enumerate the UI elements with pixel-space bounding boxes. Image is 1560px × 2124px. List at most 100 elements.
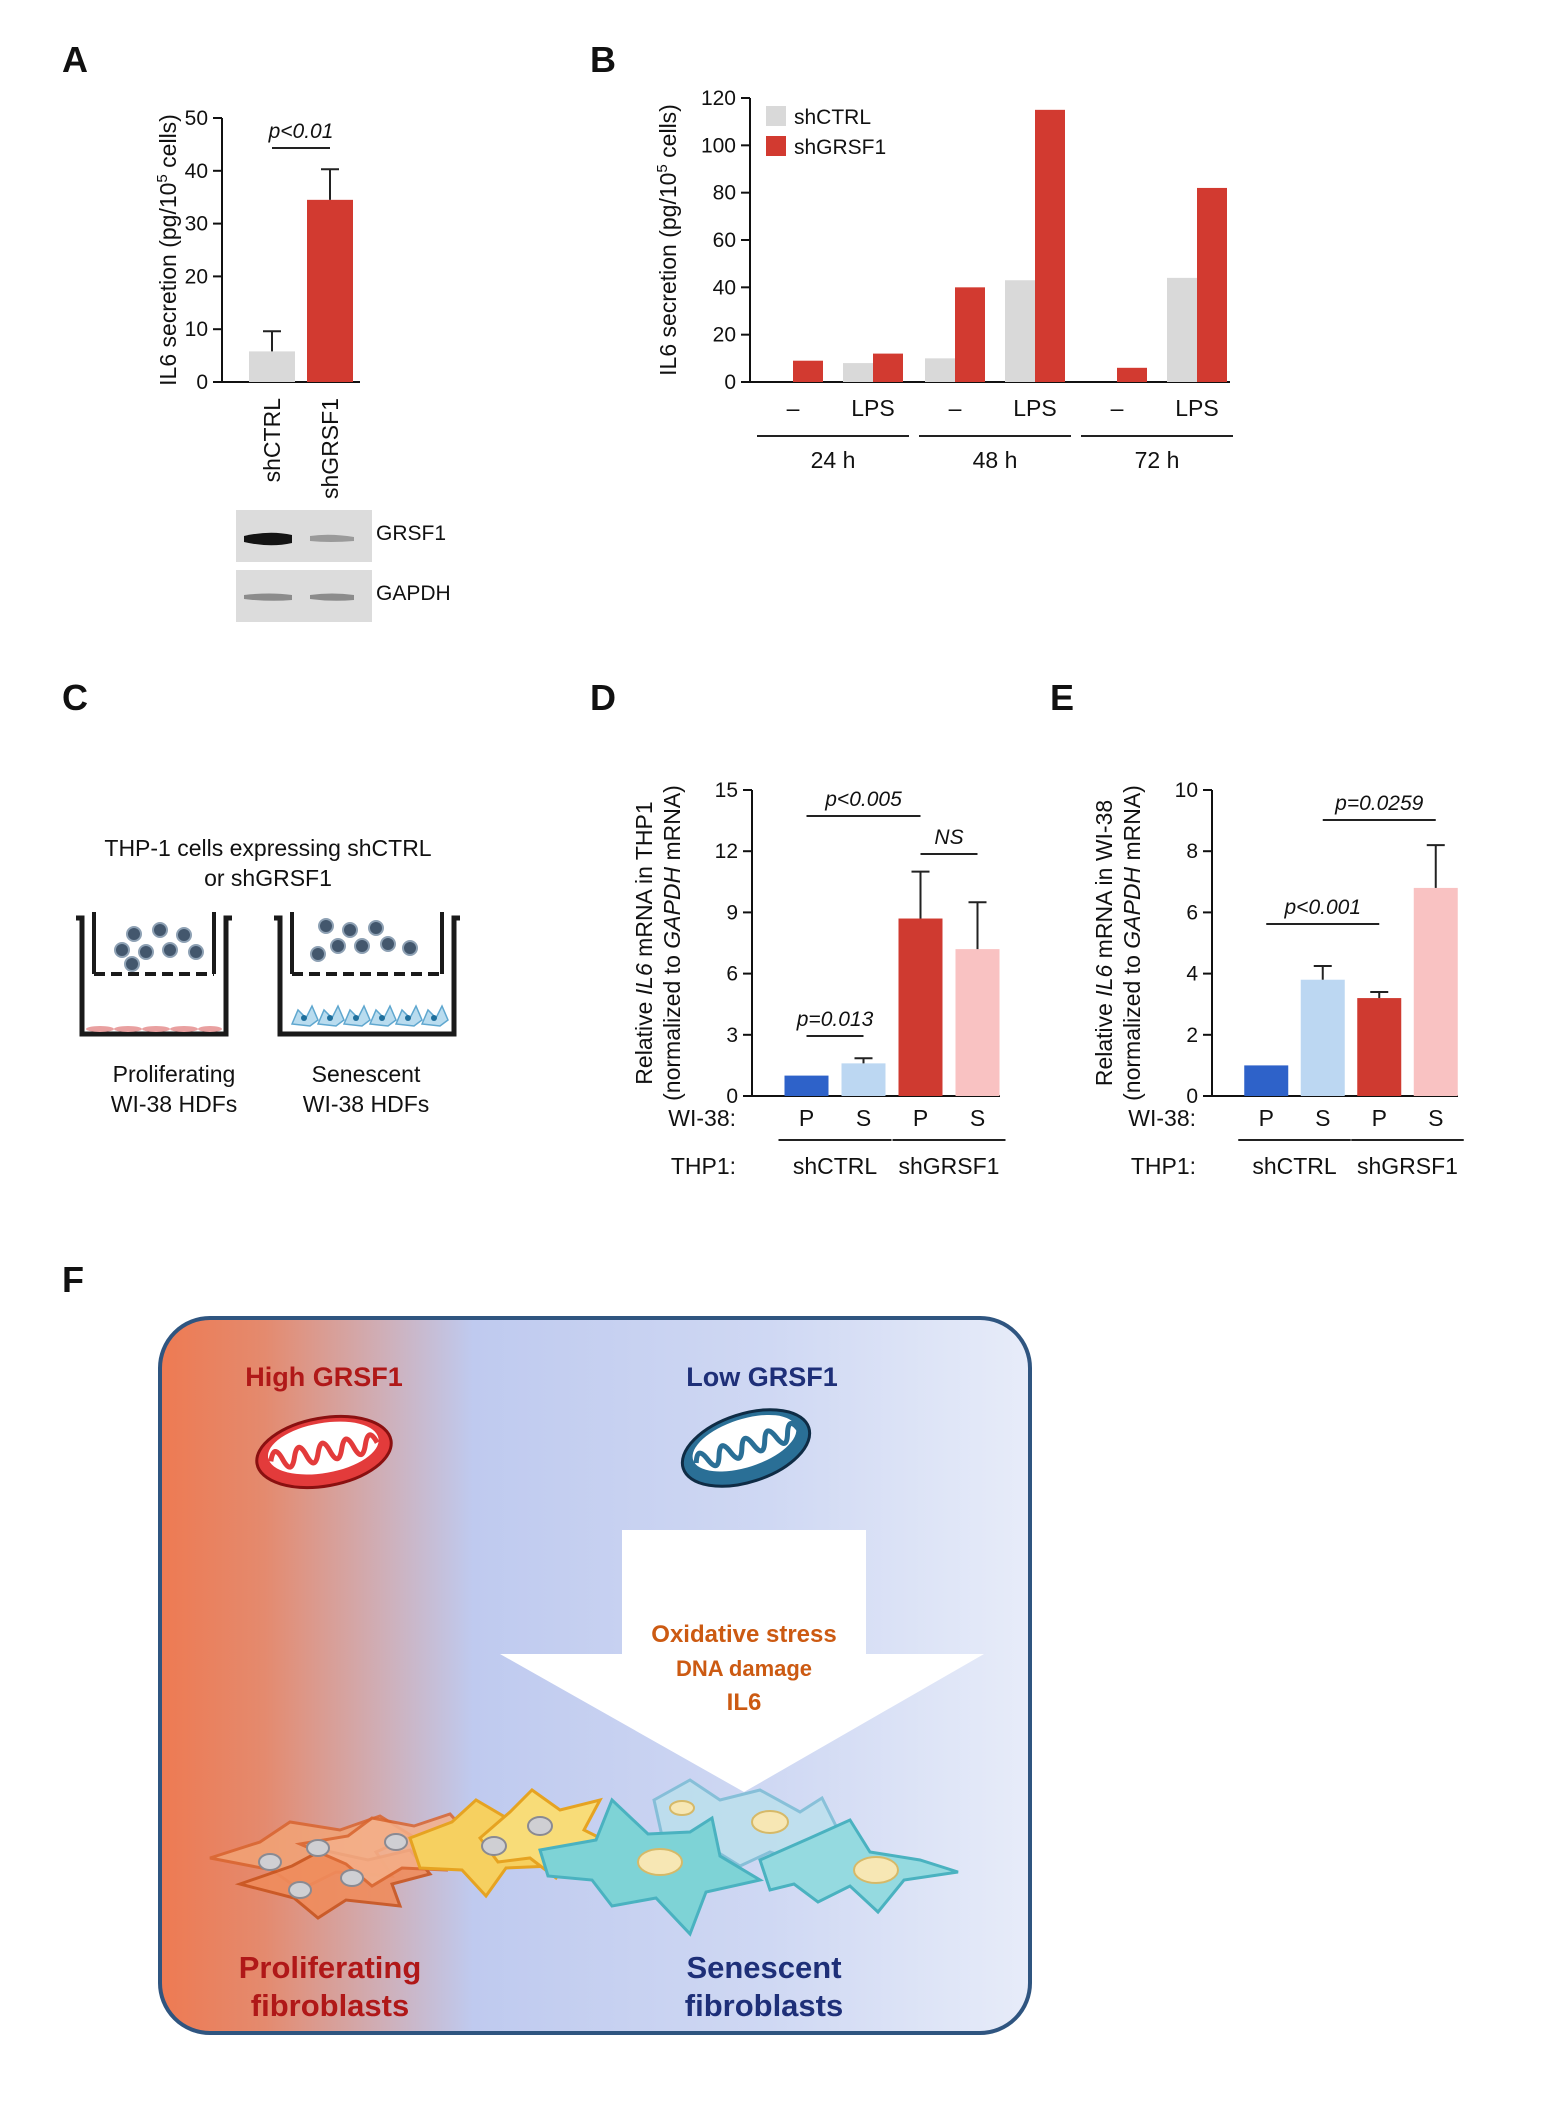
panel-b-time-label: 48 h — [973, 447, 1018, 473]
right-caption-line1: Senescent — [312, 1061, 421, 1087]
transwell-proliferating-icon — [76, 912, 232, 1037]
panel-a-y-tick-label: 30 — [185, 213, 208, 236]
panel-a-bar-shGRSF1 — [307, 199, 353, 382]
panel-e-y-tick-label: 10 — [1175, 779, 1198, 802]
panel-d-category-label: S — [856, 1105, 871, 1131]
panel-b-treatment-label: – — [787, 395, 800, 421]
panel-b-bar-shCTRL-3 — [1005, 280, 1035, 382]
panel-d-y-tick-label: 9 — [726, 901, 738, 924]
panel-b-treatment-label: – — [949, 395, 962, 421]
left-caption-line2: WI-38 HDFs — [111, 1091, 238, 1117]
panel-c-title-line2: or shGRSF1 — [204, 865, 332, 891]
panel-e-y-tick-label: 4 — [1186, 963, 1198, 986]
panel-d-group-label: shGRSF1 — [899, 1153, 1000, 1179]
panel-f-label: F — [62, 1259, 84, 1300]
panel-b-bar-shCTRL-5 — [1167, 277, 1197, 382]
panel-b: B 0 20 40 60 80 100 120 IL6 secretion (pg/105 c… — [590, 39, 1233, 473]
panel-e-bar-1 — [1300, 979, 1345, 1096]
effect-il6: IL6 — [727, 1689, 762, 1716]
panel-a-bar-shCTRL — [249, 351, 295, 382]
panel-d-bar-1 — [841, 1063, 886, 1096]
panel-e-label: E — [1050, 677, 1074, 718]
panel-b-y-tick-label: 40 — [713, 276, 736, 299]
panel-d-label: D — [590, 677, 616, 718]
panel-b-bar-shGRSF1-2 — [955, 287, 985, 382]
y-axis-title: IL6 secretion (pg/105 cells) — [654, 104, 681, 376]
grsf1-band-shgrsf1 — [310, 534, 354, 542]
panel-e-y-tick-label: 6 — [1186, 901, 1198, 924]
panel-d-significance: p=0.013 — [796, 1008, 874, 1031]
panel-d: D 0 3 6 9 12 15 Relative IL6 mRNA in THP1(norm… — [590, 677, 1006, 1179]
panel-d-y-tick-label: 3 — [726, 1024, 738, 1047]
low-grsf1-label: Low GRSF1 — [686, 1362, 838, 1392]
panel-b-bar-shGRSF1-1 — [873, 353, 903, 382]
panel-e-bar-0 — [1244, 1065, 1289, 1096]
healthy-mitochondrion-icon — [255, 1414, 393, 1490]
senescent-fibroblasts-icon — [538, 1778, 959, 1937]
panel-e-category-label: P — [1372, 1105, 1387, 1131]
panel-b-legend-swatch — [766, 106, 786, 126]
proliferating-label-line1: Proliferating — [239, 1950, 422, 1985]
panel-e-significance: p<0.001 — [1284, 896, 1362, 919]
panel-d-y-tick-label: 15 — [715, 779, 738, 802]
panel-d-y-tick-label: 12 — [715, 840, 738, 863]
panel-d-bar-3 — [955, 949, 1000, 1096]
panel-c: C THP-1 cells expressing shCTRL or shGRS… — [62, 677, 460, 1117]
y-axis-title-line1: Relative IL6 mRNA in THP1 — [631, 801, 657, 1084]
left-caption-line1: Proliferating — [113, 1061, 236, 1087]
panel-b-y-tick-label: 60 — [713, 229, 736, 252]
panel-e-bar-2 — [1357, 998, 1402, 1096]
panel-e-bar-3 — [1413, 887, 1458, 1096]
effect-oxidative-stress: Oxidative stress — [651, 1621, 836, 1648]
panel-d-row1-label: WI-38: — [668, 1105, 736, 1131]
panel-e-y-tick-label: 0 — [1186, 1085, 1198, 1108]
panel-b-chart: 0 20 40 60 80 100 120 IL6 secretion (pg/105 cel… — [654, 87, 1233, 473]
panel-b-legend-label: shGRSF1 — [794, 136, 886, 159]
panel-a-y-tick-label: 50 — [185, 107, 208, 130]
panel-b-bar-shGRSF1-4 — [1117, 367, 1147, 382]
panel-e-category-label: P — [1259, 1105, 1274, 1131]
panel-a-category-label: shCTRL — [259, 398, 285, 483]
gapdh-band-shctrl — [244, 593, 292, 601]
panel-b-bar-shCTRL-2 — [925, 358, 955, 382]
panel-a-y-tick-label: 20 — [185, 265, 208, 288]
y-axis-title-line2: (normalized to GAPDH mRNA) — [659, 785, 685, 1101]
panel-b-label: B — [590, 39, 616, 80]
panel-e-group-label: shCTRL — [1252, 1153, 1337, 1179]
panel-e-y-tick-label: 8 — [1186, 840, 1198, 863]
panel-d-category-label: S — [970, 1105, 985, 1131]
panel-b-bar-shGRSF1-5 — [1197, 187, 1227, 382]
panel-d-row2-label: THP1: — [671, 1153, 736, 1179]
panel-e-chart: 0 2 4 6 8 10 Relative IL6 mRNA in WI-38(normal… — [1091, 779, 1464, 1179]
y-axis-title: IL6 secretion (pg/105 cells) — [154, 114, 181, 386]
panel-b-treatment-label: LPS — [1175, 395, 1218, 421]
blot-label-grsf1: GRSF1 — [376, 522, 446, 545]
y-axis-title-line2: (normalized to GAPDH mRNA) — [1119, 785, 1145, 1101]
panel-d-bar-2 — [898, 918, 943, 1096]
high-grsf1-label: High GRSF1 — [245, 1362, 403, 1392]
panel-b-bar-shGRSF1-0 — [793, 360, 823, 382]
panel-d-group-label: shCTRL — [793, 1153, 878, 1179]
panel-b-y-tick-label: 120 — [701, 87, 736, 110]
panel-b-time-label: 24 h — [811, 447, 856, 473]
senescent-label-line2: fibroblasts — [685, 1988, 843, 2023]
panel-b-treatment-label: LPS — [851, 395, 894, 421]
panel-e: E 0 2 4 6 8 10 Relative IL6 mRNA in WI-38(norm… — [1050, 677, 1464, 1179]
panel-a-label: A — [62, 39, 88, 80]
y-axis-title-line1: Relative IL6 mRNA in WI-38 — [1091, 800, 1117, 1086]
panel-a-y-tick-label: 0 — [196, 371, 208, 394]
panel-e-category-label: S — [1315, 1105, 1330, 1131]
panel-d-chart: 0 3 6 9 12 15 Relative IL6 mRNA in THP1(normal… — [631, 779, 1006, 1179]
panel-b-y-tick-label: 20 — [713, 324, 736, 347]
panel-b-legend-label: shCTRL — [794, 106, 871, 129]
panel-c-label: C — [62, 677, 88, 718]
effect-dna-damage: DNA damage — [676, 1656, 812, 1681]
panel-a-y-tick-label: 40 — [185, 160, 208, 183]
panel-b-y-tick-label: 100 — [701, 134, 736, 157]
panel-b-legend-swatch — [766, 136, 786, 156]
right-caption-line2: WI-38 HDFs — [303, 1091, 430, 1117]
grsf1-band-shctrl — [244, 532, 292, 546]
panel-e-row1-label: WI-38: — [1128, 1105, 1196, 1131]
